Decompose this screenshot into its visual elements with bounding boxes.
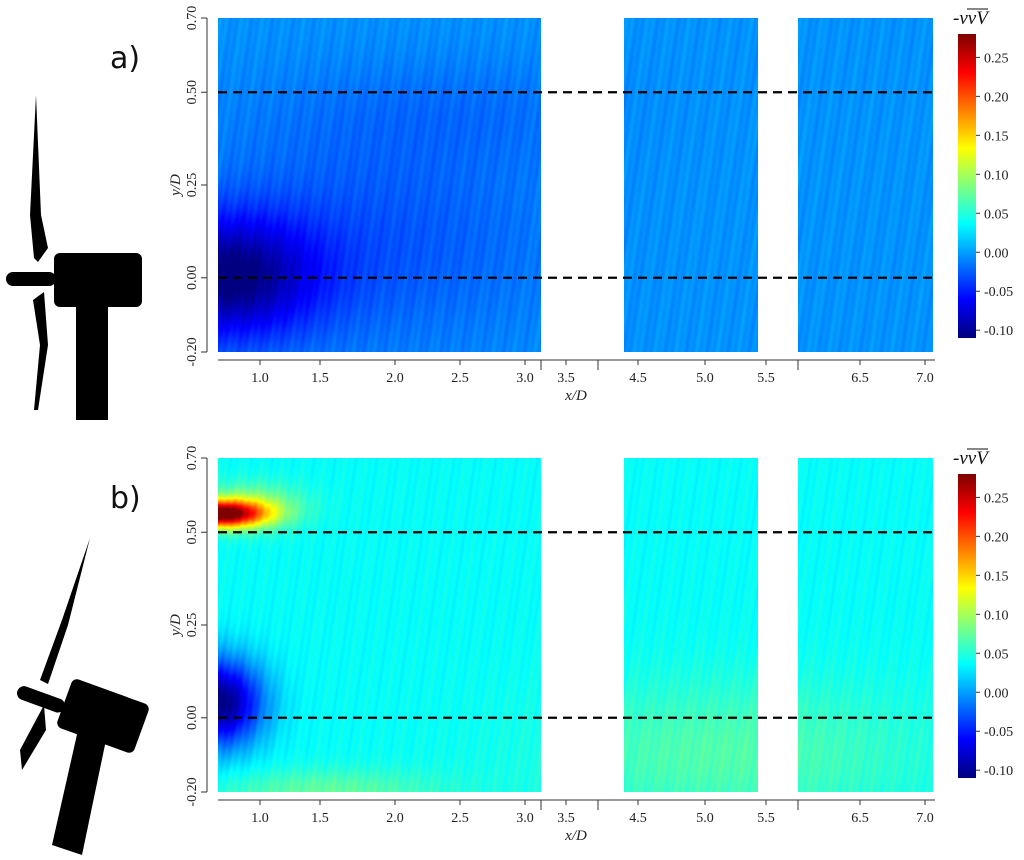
x-tick-label: 6.5 [851, 811, 869, 826]
colorbar-tick-label: 0.00 [984, 246, 1009, 261]
colorbar-tick-label: 0.20 [984, 90, 1009, 105]
x-tick-label: 1.5 [311, 811, 329, 826]
colorbar-tick-label: 0.05 [984, 647, 1009, 662]
x-tick-label: 1.0 [251, 811, 269, 826]
y-tick-label: 0.50 [185, 520, 200, 545]
heatmap-panel-b: -0.20 0.00 0.25 0.50 0.70 y/D 1.0 1.5 2.0 2.5 3.0 3… [110, 446, 1013, 844]
x-tick-label: 3.5 [557, 811, 575, 826]
colorbar-tick-label: 0.15 [984, 569, 1009, 584]
turbine-b-icon [17, 538, 149, 855]
x-tick-label: 5.0 [696, 371, 714, 386]
colorbar-tick-label: 0.00 [984, 686, 1009, 701]
colorbar-tick-label: 0.15 [984, 129, 1009, 144]
panel-label: b) [110, 481, 141, 516]
x-tick-label: 3.5 [557, 371, 575, 386]
heatmap-window-2 [624, 458, 758, 792]
x-tick-label: 5.0 [696, 811, 714, 826]
x-axis-label: x/D [564, 828, 587, 844]
x-tick-label: 5.5 [757, 811, 775, 826]
x-tick-label: 2.0 [386, 811, 404, 826]
colorbar-tick-label: 0.20 [984, 530, 1009, 545]
x-tick-label: 2.0 [386, 371, 404, 386]
x-tick-label: 2.5 [451, 371, 469, 386]
x-tick-label: 7.0 [916, 371, 934, 386]
colorbar-title: -vvV [953, 448, 990, 469]
x-tick-label: 7.0 [916, 811, 934, 826]
colorbar-title: -vvV [953, 8, 990, 29]
x-tick-label: 1.5 [311, 371, 329, 386]
y-tick-label: 0.00 [185, 266, 200, 291]
colorbar-tick-label: 0.05 [984, 207, 1009, 222]
colorbar-tick-label: -0.10 [984, 324, 1013, 339]
heatmap-window-3 [798, 458, 933, 792]
y-tick-label: 0.25 [185, 173, 200, 198]
y-axis-label: y/D [168, 174, 184, 198]
y-tick-label: 0.00 [185, 706, 200, 731]
y-tick-label: -0.20 [185, 337, 200, 366]
colorbar-tick-label: 0.10 [984, 168, 1009, 183]
colorbar [958, 34, 976, 338]
colorbar-tick-label: 0.25 [984, 491, 1009, 506]
colorbar-tick-label: 0.25 [984, 51, 1009, 66]
x-tick-label: 4.5 [629, 811, 647, 826]
colorbar-tick-label: -0.05 [984, 285, 1013, 300]
y-tick-label: 0.70 [185, 446, 200, 471]
heatmap-window-1 [218, 458, 541, 792]
panel-label: a) [110, 41, 140, 76]
x-axis-label: x/D [564, 388, 587, 404]
colorbar [958, 474, 976, 778]
x-tick-label: 2.5 [451, 811, 469, 826]
y-tick-label: 0.50 [185, 80, 200, 105]
x-tick-label: 3.0 [516, 811, 534, 826]
y-tick-label: 0.70 [185, 6, 200, 31]
x-tick-label: 6.5 [851, 371, 869, 386]
heatmap-window-3 [798, 18, 933, 352]
x-tick-label: 1.0 [251, 371, 269, 386]
x-tick-label: 4.5 [629, 371, 647, 386]
colorbar-tick-label: 0.10 [984, 608, 1009, 623]
colorbar-tick-label: -0.05 [984, 725, 1013, 740]
y-tick-label: 0.25 [185, 613, 200, 638]
turbine-a-icon [6, 95, 142, 420]
x-tick-label: 5.5 [757, 371, 775, 386]
heatmap-window-1 [218, 18, 541, 352]
heatmap-panel-a: -0.20 0.00 0.25 0.50 0.70 y/D 1.0 1.5 2.0 2.5 3.0 3… [110, 6, 1013, 404]
heatmap-window-2 [624, 18, 758, 352]
y-axis-label: y/D [168, 614, 184, 638]
y-tick-label: -0.20 [185, 777, 200, 806]
x-tick-label: 3.0 [516, 371, 534, 386]
colorbar-tick-label: -0.10 [984, 764, 1013, 779]
